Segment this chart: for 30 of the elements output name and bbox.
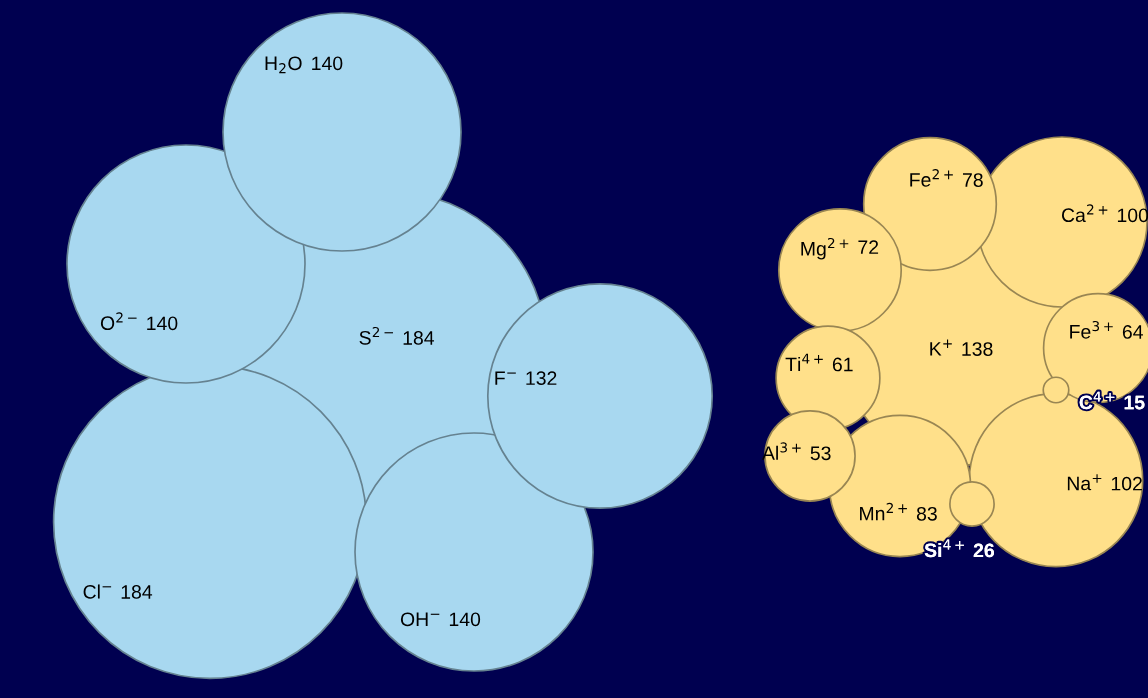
category-label: Fe$^{3+}$ xyxy=(1070,320,1113,339)
category-label: Mn$^{2+}$ xyxy=(860,502,907,521)
data-label: 83 xyxy=(916,506,937,521)
data-label: 78 xyxy=(962,173,983,187)
category-label: H$_{2}$O xyxy=(265,56,302,74)
category-label: Ti$^{4+}$ xyxy=(785,353,823,372)
data-label: 102 xyxy=(1111,476,1142,491)
data-label: 140 xyxy=(312,56,343,71)
data-label: 15 xyxy=(1124,395,1145,410)
data-label: 26 xyxy=(973,543,994,558)
data-label: 184 xyxy=(403,331,435,345)
category-label: OH$^{−}$ xyxy=(400,612,440,627)
data-label: 72 xyxy=(858,240,879,254)
data-label: 61 xyxy=(832,357,853,372)
data-label: 64 xyxy=(1122,325,1143,339)
data-label: 140 xyxy=(449,612,481,627)
category-label: O$^{2−}$ xyxy=(100,312,137,331)
category-label: S$^{2−}$ xyxy=(359,326,394,345)
data-label: 53 xyxy=(810,446,831,461)
category-label: Mg$^{2+}$ xyxy=(801,237,849,260)
category-label: Ca$^{2+}$ xyxy=(1061,204,1108,223)
data-label: 138 xyxy=(962,342,993,356)
data-label: 132 xyxy=(526,371,557,386)
category-label: K$^{+}$ xyxy=(930,339,952,356)
category-label: Fe$^{2+}$ xyxy=(910,169,953,187)
data-label: 140 xyxy=(147,316,178,331)
category-label: Na$^{+}$ xyxy=(1067,474,1102,491)
category-label: F$^{−}$ xyxy=(495,371,516,385)
category-label: Cl$^{−}$ xyxy=(83,584,112,599)
data-label: 184 xyxy=(121,585,153,599)
